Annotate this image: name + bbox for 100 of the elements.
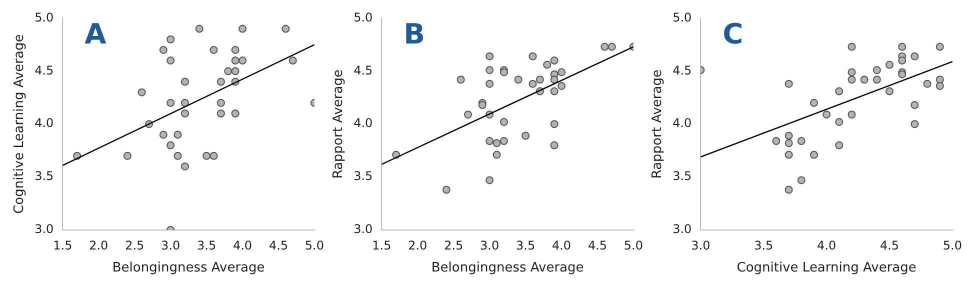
x-tick-label: 5.0 (624, 238, 644, 252)
point (528, 52, 537, 60)
x-tick-label: 3.5 (516, 238, 536, 252)
point (872, 66, 881, 74)
point (174, 152, 182, 160)
point (231, 67, 240, 76)
point (166, 35, 175, 44)
point (784, 132, 793, 140)
point (848, 110, 856, 119)
y-tick-label: 4.0 (354, 116, 373, 130)
point (442, 186, 450, 194)
x-tick-label: 4.0 (817, 238, 836, 252)
point (486, 176, 494, 184)
point (822, 110, 831, 119)
x-axis-title: Cognitive Learning Average (736, 260, 916, 276)
y-tick-label: 3.5 (354, 169, 373, 184)
x-tick-label: 4.0 (552, 238, 572, 252)
y-axis-title: Cognitive Learning Average (12, 34, 28, 214)
point (478, 101, 486, 110)
point (282, 24, 290, 33)
x-tick-label: 1.5 (53, 238, 72, 252)
point (486, 66, 494, 74)
point (514, 76, 522, 84)
point (486, 52, 494, 60)
x-tick-label: 2.0 (89, 238, 108, 252)
annotation: B (404, 17, 426, 50)
point (216, 110, 225, 118)
point (464, 110, 472, 119)
point (600, 42, 609, 51)
point (784, 150, 793, 159)
point (180, 78, 189, 86)
point (848, 76, 856, 84)
x-axis-title: Belongingness Average (112, 260, 265, 276)
y-tick-label: 3.5 (672, 169, 692, 184)
point (492, 150, 501, 159)
point (784, 139, 793, 148)
point (195, 24, 204, 33)
point (486, 80, 494, 88)
y-tick-label: 4.0 (672, 116, 692, 130)
point (835, 87, 844, 96)
y-tick-label: 5.0 (672, 10, 692, 24)
y-tick-label: 5.0 (34, 10, 54, 24)
point (528, 80, 537, 88)
x-tick-label: 3.0 (691, 238, 710, 252)
x-axis-title: Belongingness Average (431, 260, 584, 276)
x-tick-label: 4.5 (588, 238, 608, 252)
point (138, 88, 146, 96)
point (231, 56, 240, 65)
y-tick-label: 3.0 (34, 222, 54, 236)
point (522, 132, 530, 140)
point (238, 56, 247, 65)
point (936, 42, 944, 51)
point (872, 76, 881, 84)
point (166, 56, 175, 65)
y-tick-label: 3.0 (354, 222, 373, 236)
point (550, 120, 558, 128)
point (936, 82, 944, 90)
point (486, 137, 494, 146)
point (224, 67, 232, 76)
point (784, 80, 793, 88)
point (288, 56, 297, 65)
point (558, 68, 566, 76)
point (536, 76, 544, 84)
point (159, 130, 168, 139)
point (772, 137, 780, 146)
point (835, 118, 844, 126)
point (923, 80, 932, 88)
point (492, 139, 501, 148)
point (159, 46, 168, 54)
point (238, 24, 247, 33)
point (210, 46, 218, 54)
x-tick-label: 3.5 (754, 238, 774, 252)
point (558, 82, 566, 90)
point (180, 98, 189, 107)
point (166, 98, 175, 107)
point (174, 130, 182, 139)
y-tick-label: 5.0 (354, 10, 373, 24)
point (898, 42, 906, 51)
point (210, 152, 218, 160)
x-tick-label: 4.5 (880, 238, 900, 252)
x-tick-label: 1.5 (372, 238, 392, 252)
point (886, 60, 894, 69)
point (910, 120, 919, 128)
x-tick-label: 3.5 (197, 238, 216, 252)
point (180, 110, 189, 118)
point (848, 68, 856, 76)
point (784, 186, 793, 194)
point (456, 76, 465, 84)
point (848, 42, 856, 51)
point (500, 137, 508, 146)
point (180, 162, 189, 170)
point (886, 87, 894, 96)
x-tick-label: 3.0 (480, 238, 500, 252)
point (797, 137, 806, 146)
x-tick-label: 2.0 (408, 238, 428, 252)
point (898, 56, 906, 65)
point (860, 76, 868, 84)
point (550, 76, 558, 84)
y-axis-title: Rapport Average (331, 70, 346, 179)
point (216, 78, 225, 86)
